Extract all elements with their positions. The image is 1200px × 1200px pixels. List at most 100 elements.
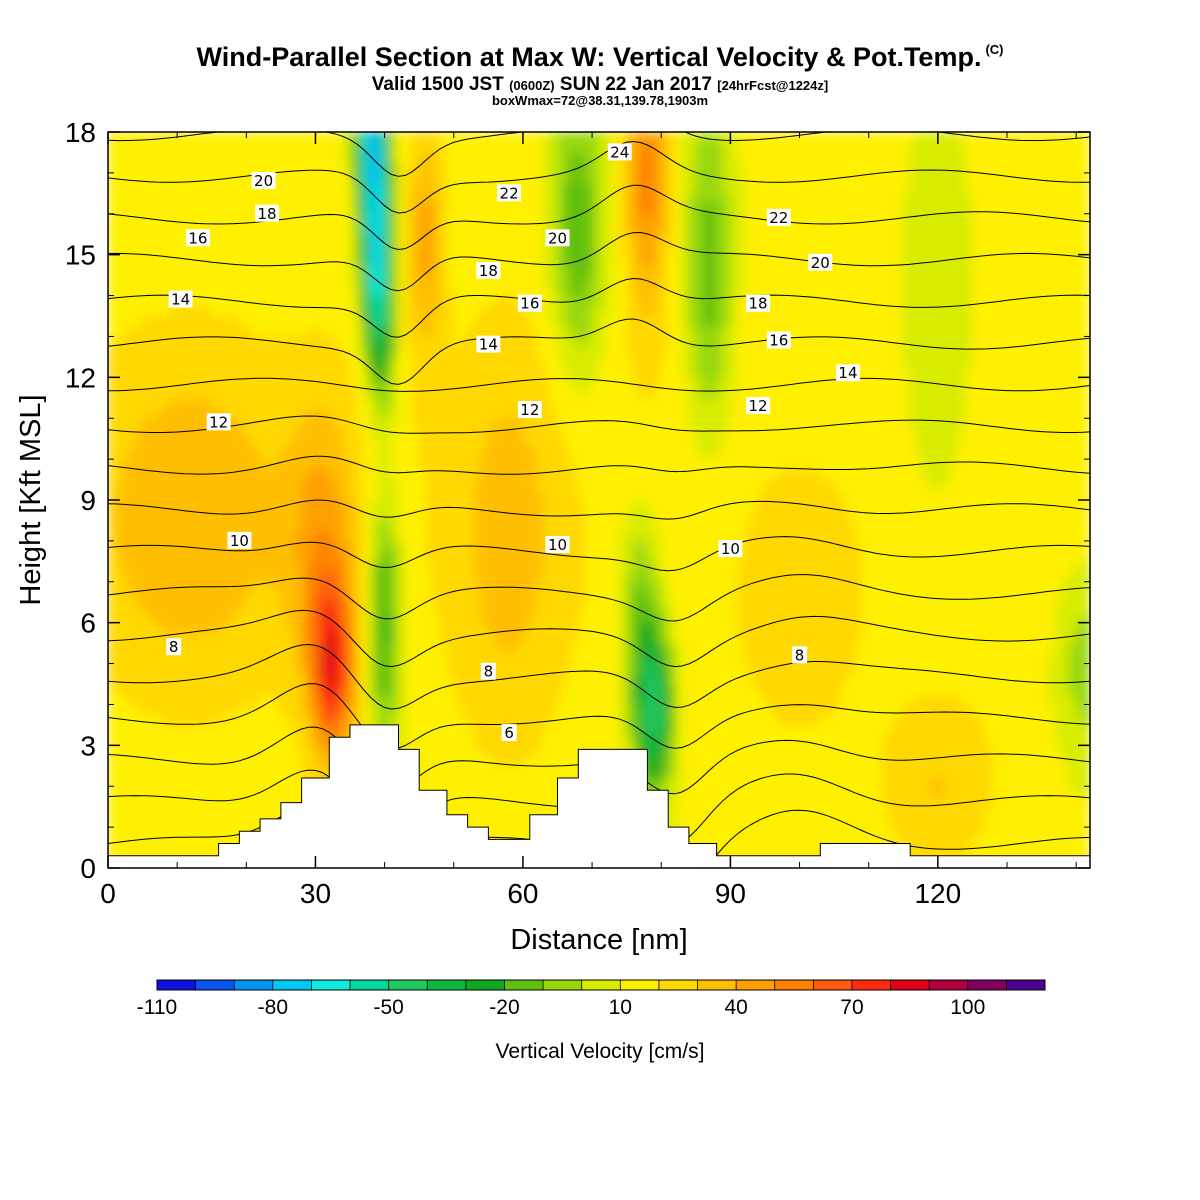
colorbar-swatch <box>774 980 814 990</box>
contour-label-text: 16 <box>769 332 788 350</box>
contour-label-text: 12 <box>520 401 539 419</box>
box-info: boxWmax=72@38.31,139.78,1903m <box>491 93 709 108</box>
contour-label-text: 18 <box>479 262 498 280</box>
contour-label-text: 14 <box>479 336 498 354</box>
y-tick-label: 18 <box>65 117 96 148</box>
contour-label: 18 <box>746 294 771 313</box>
theta-contour-line <box>108 536 1090 572</box>
contour-label-text: 8 <box>169 638 179 656</box>
contour-label-text: 20 <box>811 254 830 272</box>
contour-label: 8 <box>792 646 808 664</box>
contour-label-text: 14 <box>171 291 190 309</box>
colorbar-swatch <box>427 980 467 990</box>
contour-label: 10 <box>545 535 570 554</box>
contour-label: 20 <box>545 229 570 247</box>
valid-prefix: Valid 1500 JST <box>371 74 504 95</box>
theta-contour-line <box>108 415 1090 434</box>
contour-label: 18 <box>255 204 280 223</box>
contour-label-text: 8 <box>795 646 805 664</box>
colorbar-swatch <box>813 980 853 990</box>
contour-label: 16 <box>517 294 542 313</box>
colorbar-swatch <box>851 980 892 990</box>
valid-date: SUN 22 Jan 2017 <box>559 74 712 95</box>
theta-contour-line <box>108 318 1090 385</box>
contour-label: 10 <box>718 540 743 558</box>
contour-label: 20 <box>808 253 833 272</box>
y-tick-label: 12 <box>65 362 96 393</box>
contour-label: 18 <box>476 262 501 280</box>
contour-label-text: 18 <box>749 295 768 313</box>
y-tick-label: 6 <box>80 608 96 639</box>
x-axis-label: Distance [nm] <box>510 924 687 956</box>
contour-label: 16 <box>766 331 791 350</box>
y-tick-label: 0 <box>80 853 96 884</box>
valid-utc: (0600Z) <box>509 78 555 93</box>
contour-label-text: 20 <box>254 172 273 190</box>
velocity-field-cells <box>108 132 1090 868</box>
contour-label-text: 10 <box>230 532 249 550</box>
contour-label-text: 14 <box>838 364 857 382</box>
contour-label-text: 24 <box>610 143 629 161</box>
colorbar-swatch <box>465 980 505 990</box>
colorbar-swatch <box>736 980 776 990</box>
x-tick-label: 60 <box>507 878 538 909</box>
x-tick-label: 120 <box>914 878 961 909</box>
theta-contour-line <box>108 574 1090 622</box>
colorbar-swatch <box>311 980 351 990</box>
colorbar-swatch <box>581 980 621 990</box>
contour-label-text: 6 <box>504 724 514 742</box>
colorbar-tick-label: 70 <box>840 996 863 1019</box>
colorbar-tick-label: -50 <box>373 996 403 1019</box>
contour-label-text: 10 <box>548 536 567 554</box>
colorbar-swatch <box>272 980 312 990</box>
theta-contour-line <box>108 455 1090 475</box>
colorbar-swatch <box>967 980 1007 990</box>
contour-label: 12 <box>746 396 771 415</box>
contour-label: 10 <box>227 531 252 550</box>
colorbar-swatch <box>504 980 544 990</box>
colorbar-swatch <box>157 980 197 990</box>
contour-label-text: 18 <box>258 205 277 223</box>
colorbar-swatch <box>658 980 699 990</box>
vertical-velocity-field <box>108 132 1090 868</box>
colorbar-swatch <box>620 980 660 990</box>
colorbar-label: Vertical Velocity [cm/s] <box>496 1040 705 1063</box>
theta-contour-line <box>108 609 1090 668</box>
colorbar-tick-label: -80 <box>258 996 288 1019</box>
theta-contour-line <box>108 643 1090 710</box>
chart-title: Wind-Parallel Section at Max W: Vertical… <box>0 42 1200 73</box>
colorbar-tick-label: -20 <box>489 996 519 1019</box>
contour-label: 8 <box>166 638 182 656</box>
colorbar-swatch <box>543 980 583 990</box>
contour-label: 14 <box>168 290 193 309</box>
chart-title-text: Wind-Parallel Section at Max W: Vertical… <box>196 42 982 72</box>
x-tick-label: 90 <box>715 878 746 909</box>
contour-label-text: 16 <box>188 229 207 247</box>
colorbar-swatch <box>388 980 428 990</box>
theta-contour-line <box>108 377 1090 392</box>
colorbar-swatch <box>929 980 969 990</box>
y-axis-label: Height [Kft MSL] <box>15 394 47 605</box>
contour-label-text: 22 <box>500 184 519 202</box>
contour-label-text: 12 <box>749 397 768 415</box>
chart-title-mark: (C) <box>985 42 1004 57</box>
y-tick-label: 15 <box>65 240 96 271</box>
y-tick-label: 3 <box>80 730 96 761</box>
theta-contour-line <box>108 499 1090 520</box>
contour-label: 22 <box>497 184 522 202</box>
chart-subtitle: Valid 1500 JST (0600Z) SUN 22 Jan 2017 [… <box>0 74 1200 96</box>
colorbar-tick-label: -110 <box>137 996 177 1019</box>
contour-label-text: 16 <box>520 295 539 313</box>
contour-label: 20 <box>251 172 276 190</box>
contour-label: 6 <box>501 724 517 742</box>
y-tick-label: 9 <box>80 485 96 516</box>
colorbar-swatch <box>195 980 235 990</box>
terrain-mask <box>107 724 1091 869</box>
contour-label: 24 <box>607 143 632 161</box>
forecast-tag: [24hrFcst@1224z] <box>717 78 829 93</box>
contour-label-text: 12 <box>209 413 228 431</box>
colorbar-swatch <box>1006 980 1046 990</box>
colorbar-tick-label: 40 <box>724 996 747 1019</box>
contour-label: 12 <box>206 413 231 431</box>
